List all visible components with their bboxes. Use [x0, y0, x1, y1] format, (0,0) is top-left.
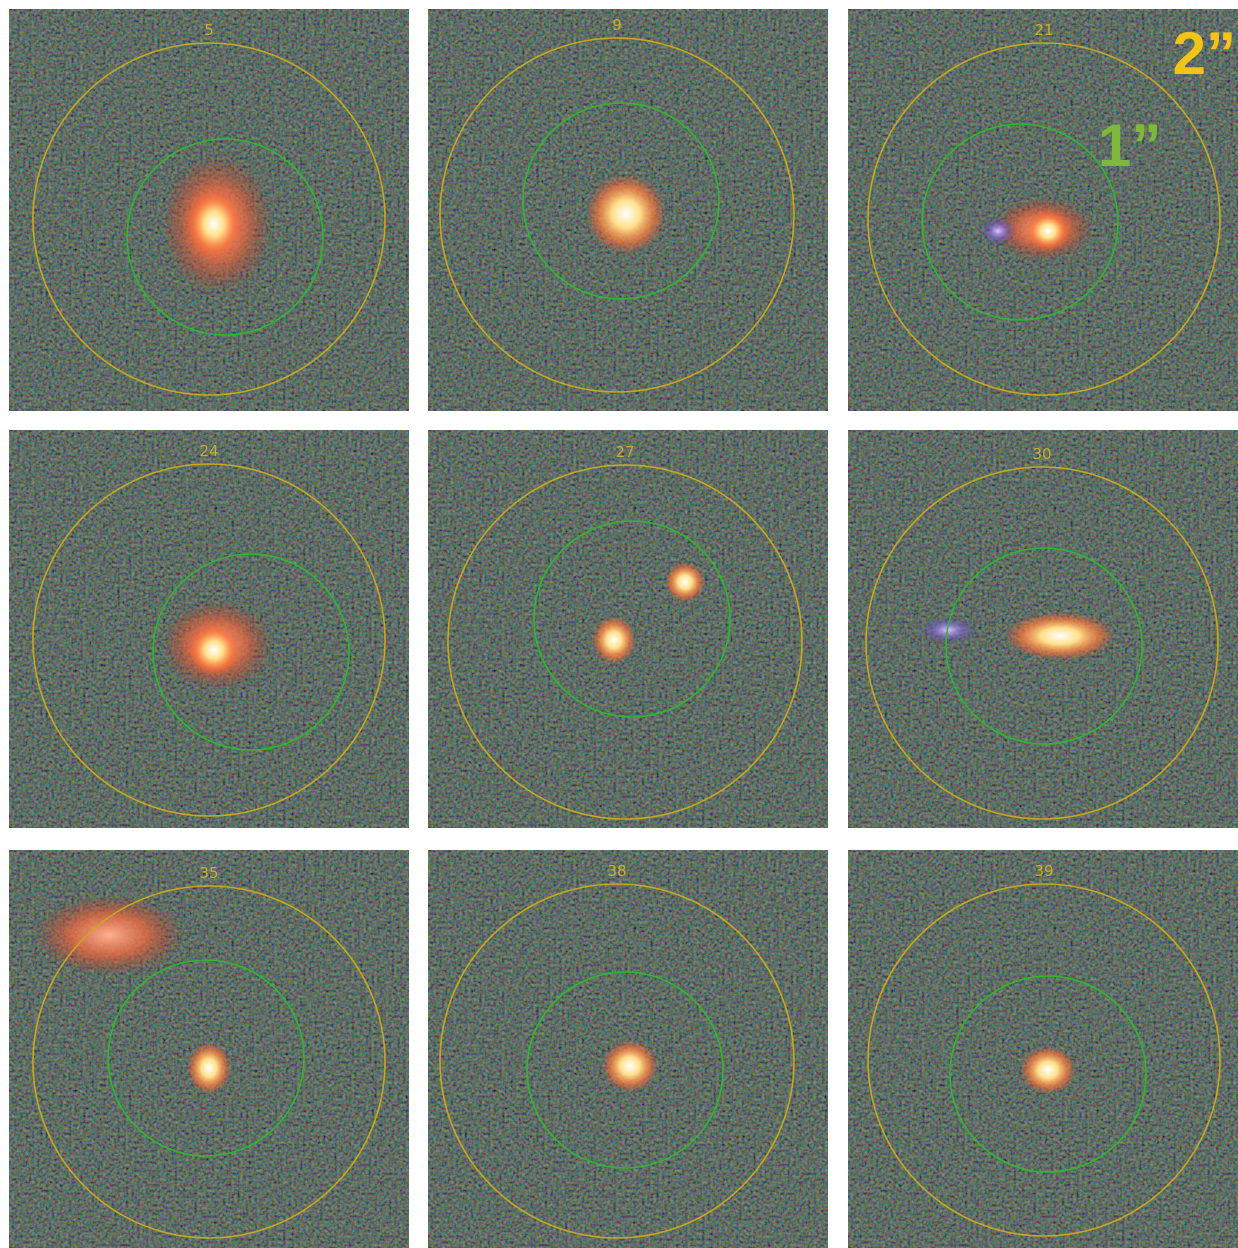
panel-label: 39	[1034, 862, 1053, 880]
galaxy	[188, 624, 240, 676]
panel-label: 27	[615, 443, 634, 461]
panel-label: 9	[612, 16, 622, 34]
galaxy	[980, 217, 1016, 245]
inner-aperture-label: 1”	[1098, 112, 1161, 179]
cutout-panel: 5	[9, 9, 409, 411]
galaxy	[586, 174, 666, 254]
cutout-panel: 39	[848, 850, 1238, 1248]
galaxy	[187, 1042, 231, 1094]
cutout-panel: 38	[428, 850, 828, 1248]
cutout-panel: 9	[428, 9, 828, 411]
galaxy	[1026, 211, 1070, 251]
galaxy	[592, 616, 636, 664]
galaxy	[665, 562, 705, 602]
galaxy	[602, 1040, 658, 1092]
panel-label: 21	[1034, 21, 1053, 39]
panel-label: 30	[1032, 445, 1051, 463]
panel-label: 35	[199, 864, 218, 882]
galaxy	[1020, 1046, 1076, 1094]
panel-label: 5	[204, 21, 214, 39]
panel-label: 38	[607, 862, 626, 880]
outer-aperture-label: 2”	[1173, 20, 1236, 87]
cutout-panel: 35	[9, 850, 409, 1248]
cutout-panel: 30	[848, 430, 1238, 828]
page: 59212427303538391”2” (() => { const data…	[0, 0, 1238, 1248]
panel-label: 24	[199, 442, 218, 460]
figure: 5 9 21 24 27 30 35 38 39 1”2”	[0, 0, 1238, 1248]
cutout-panel: 27	[428, 430, 828, 828]
galaxy	[186, 189, 242, 259]
galaxy	[34, 895, 184, 975]
cutout-panel: 24	[9, 430, 409, 828]
galaxy	[1005, 612, 1115, 660]
